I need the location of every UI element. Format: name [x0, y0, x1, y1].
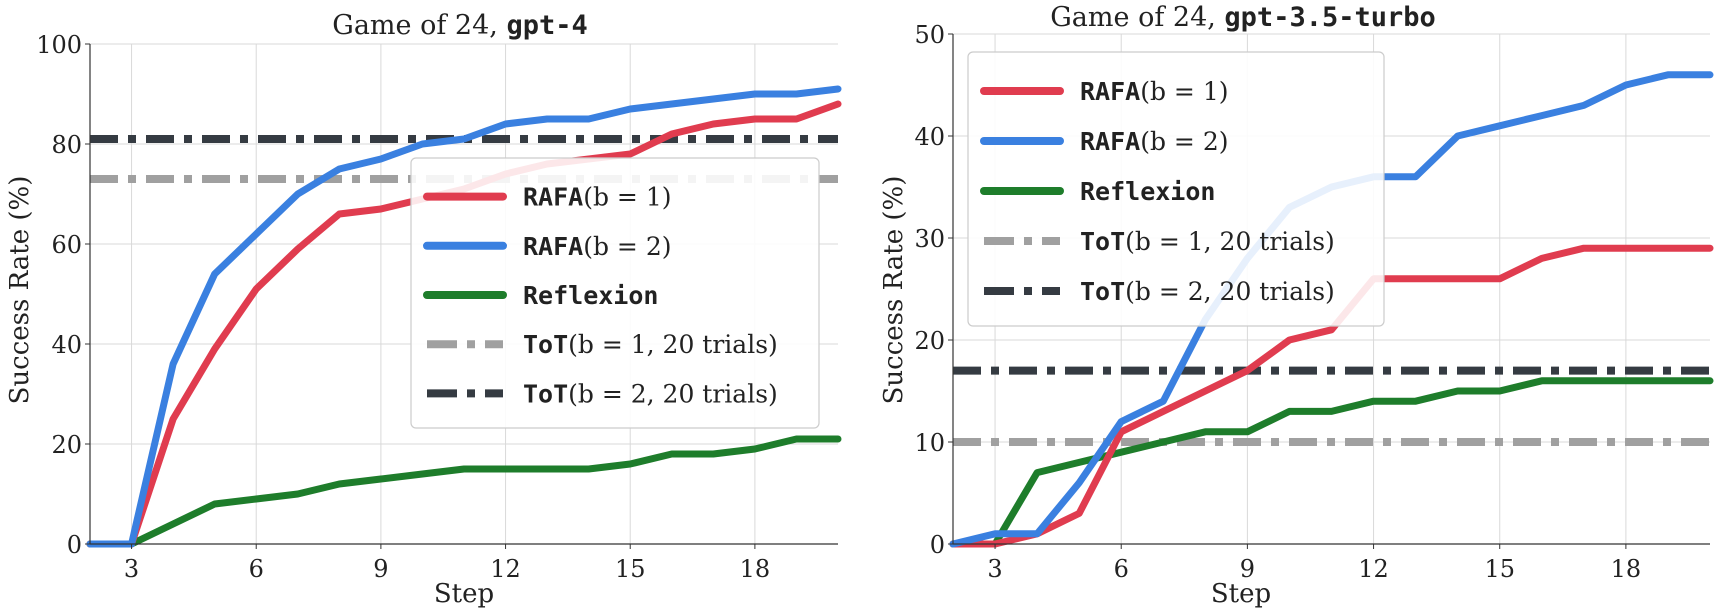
legend-gpt35: RAFA(b = 1) RAFA(b = 2) Reflexion ToT(b = 1… — [967, 51, 1385, 327]
x-tick-label: 18 — [740, 555, 771, 583]
y-axis-label-gpt35: Success Rate (%) — [879, 176, 909, 405]
x-tick-label: 9 — [373, 555, 388, 583]
x-tick-label: 15 — [615, 555, 646, 583]
y-tick-label: 100 — [36, 31, 82, 59]
x-tick-label: 6 — [1114, 555, 1129, 583]
x-tick-label: 18 — [1611, 555, 1642, 583]
chart-title-gpt35: Game of 24, gpt-3.5-turbo — [1050, 2, 1436, 33]
legend-label: Reflexion — [1080, 177, 1215, 206]
x-tick-label: 3 — [987, 555, 1002, 583]
x-tick-label: 12 — [1358, 555, 1389, 583]
chart-gpt35: 3 6 9 12 15 18 0 10 20 30 40 50 Game of 24, gpt-3.5… — [879, 2, 1714, 609]
legend-label: ToT(b = 2, 20 trials) — [1080, 277, 1335, 306]
x-tick-label: 3 — [124, 555, 139, 583]
series-line-rafa-0 — [949, 244, 1714, 548]
y-tick-label: 10 — [914, 429, 945, 457]
legend-label: RAFA(b = 2) — [1080, 127, 1228, 156]
y-tick-label: 80 — [51, 131, 82, 159]
y-axis-label-gpt4: Success Rate (%) — [5, 176, 35, 405]
x-tick-label: 15 — [1484, 555, 1515, 583]
y-tick-label: 0 — [930, 531, 945, 559]
series-line-rafa-1 — [86, 85, 842, 548]
y-tick-label: 30 — [914, 225, 945, 253]
y-tick-label: 60 — [51, 231, 82, 259]
legend-label: Reflexion — [523, 281, 658, 310]
legend-label: RAFA(b = 2) — [523, 232, 671, 261]
y-tick-label: 20 — [51, 431, 82, 459]
legend-box — [967, 51, 1385, 327]
chart-title-gpt4: Game of 24, gpt-4 — [332, 10, 587, 41]
legend-label: ToT(b = 1, 20 trials) — [1080, 227, 1335, 256]
x-tick-label: 6 — [249, 555, 264, 583]
y-tick-label: 40 — [914, 123, 945, 151]
legend-box — [410, 157, 820, 429]
x-axis-label-gpt35: Step — [1211, 579, 1271, 609]
legend-label: RAFA(b = 1) — [1080, 77, 1228, 106]
y-tick-label: 20 — [914, 327, 945, 355]
x-axis-label-gpt4: Step — [434, 579, 494, 609]
y-tick-label: 50 — [914, 21, 945, 49]
axes-gpt4: 3 6 9 12 15 18 0 20 40 60 80 100 — [36, 31, 838, 583]
legend-label: ToT(b = 1, 20 trials) — [523, 330, 778, 359]
legend-label: RAFA(b = 1) — [523, 183, 671, 212]
x-tick-label: 12 — [490, 555, 521, 583]
x-tick-label: 9 — [1240, 555, 1255, 583]
legend-gpt4: RAFA(b = 1) RAFA(b = 2) Reflexion ToT(b = 1… — [410, 157, 820, 429]
series-line-reflexion-2 — [86, 435, 842, 548]
legend-label: ToT(b = 2, 20 trials) — [523, 379, 778, 408]
axes-gpt35: 3 6 9 12 15 18 0 10 20 30 40 50 — [914, 21, 1710, 583]
y-tick-label: 40 — [51, 331, 82, 359]
series-line-reflexion-2 — [949, 377, 1714, 548]
y-tick-label: 0 — [67, 531, 82, 559]
